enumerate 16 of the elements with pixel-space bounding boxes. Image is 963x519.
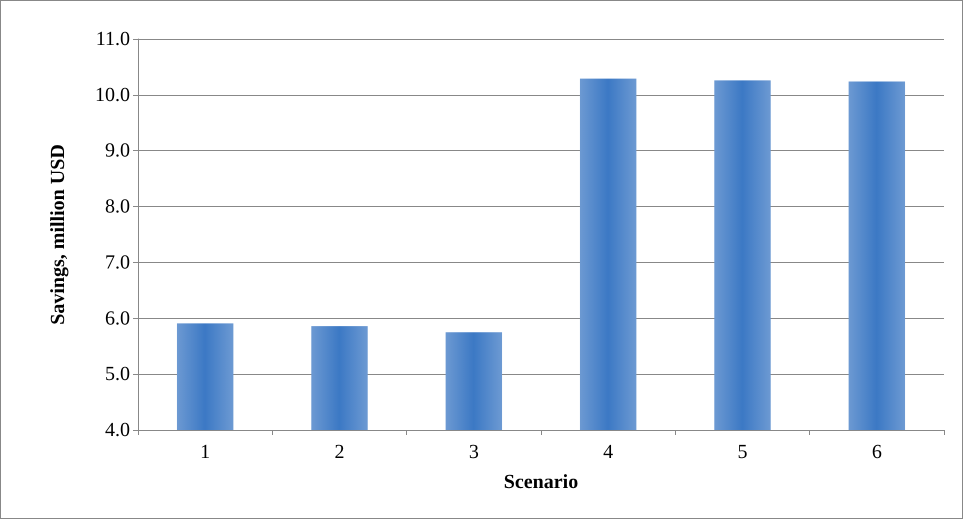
y-tick-label: 4.0 bbox=[105, 419, 130, 441]
y-tick-label: 5.0 bbox=[105, 363, 130, 386]
y-tick-label: 6.0 bbox=[105, 307, 130, 330]
x-tick-label: 6 bbox=[872, 441, 882, 463]
y-tick-label: 9.0 bbox=[105, 140, 130, 162]
x-tick-label: 1 bbox=[200, 441, 210, 463]
y-tick-label: 8.0 bbox=[105, 196, 130, 218]
y-tick-label: 7.0 bbox=[105, 251, 130, 274]
x-tick-label: 2 bbox=[334, 441, 344, 463]
y-tick-label: 10.0 bbox=[95, 84, 130, 106]
x-tick-label: 5 bbox=[738, 441, 748, 463]
y-tick-label: 11.0 bbox=[96, 28, 130, 50]
x-tick-label: 4 bbox=[603, 441, 614, 463]
y-axis-title: Savings, million USD bbox=[47, 144, 69, 325]
x-tick-label: 3 bbox=[468, 441, 479, 463]
x-axis-title: Scenario bbox=[504, 471, 578, 493]
